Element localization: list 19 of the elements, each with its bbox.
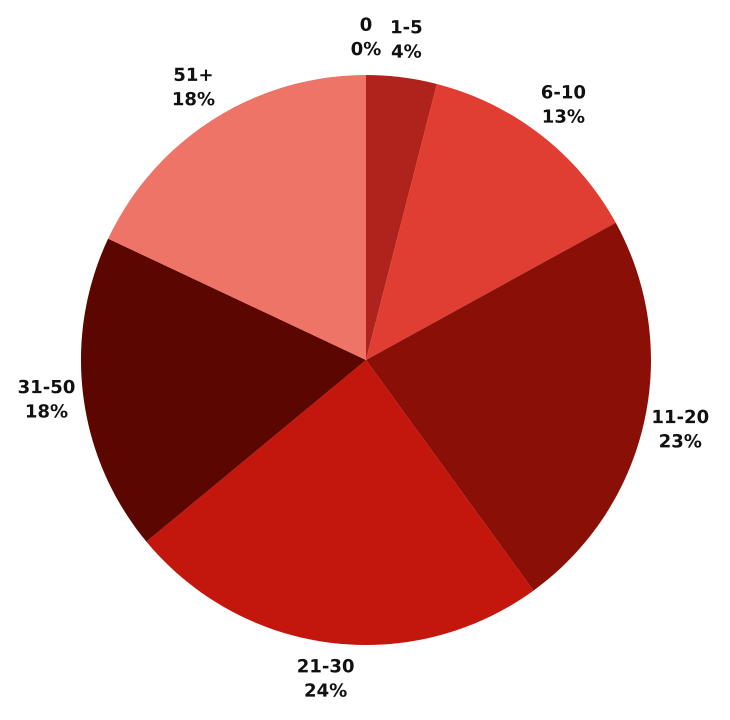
- text: 0%: [352, 42, 381, 56]
- pie-slice: [366, 84, 616, 360]
- pie-slice: [146, 360, 534, 645]
- pie-slice: [366, 222, 651, 591]
- data-label: 18%: [174, 92, 214, 106]
- slice-label: 6-10: [542, 84, 586, 99]
- slice-label: 51+: [174, 68, 212, 82]
- slice-label: 11-20: [653, 410, 708, 424]
- data-label: 13%: [544, 109, 584, 123]
- data-label: 23%: [660, 434, 702, 448]
- category-label: 0: [360, 17, 372, 32]
- pie-slice: [366, 75, 437, 360]
- pie-slice: [81, 238, 366, 542]
- data-label: 18%: [26, 404, 68, 418]
- slice-label: 21-30: [298, 658, 354, 673]
- slice-label: 1-5: [392, 20, 422, 34]
- slice-label: 31-50: [18, 380, 74, 394]
- data-label: 24%: [305, 683, 347, 697]
- data-label: 4%: [392, 44, 422, 58]
